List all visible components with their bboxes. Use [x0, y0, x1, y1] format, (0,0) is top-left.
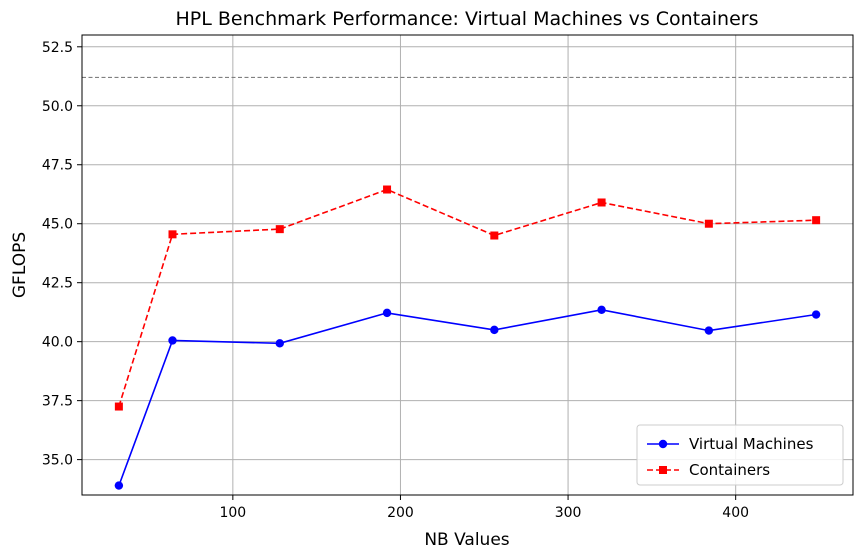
data-point-0	[168, 336, 177, 345]
data-point-1	[490, 231, 499, 240]
y-tick-label: 42.5	[42, 276, 73, 292]
data-point-0	[811, 310, 821, 319]
data-point-0	[704, 326, 714, 335]
data-point-1	[275, 225, 284, 234]
x-tick-label: 400	[722, 505, 749, 521]
legend: Virtual Machines Containers	[636, 424, 844, 486]
y-tick-label: 52.5	[42, 40, 73, 56]
series-line-0	[118, 308, 817, 486]
data-point-0	[597, 305, 606, 315]
y-tick-label: 37.5	[42, 394, 73, 410]
series-line-1	[118, 188, 817, 407]
data-point-0	[490, 325, 499, 335]
chart-title: HPL Benchmark Performance: Virtual Machi…	[176, 8, 759, 30]
legend-marker-1	[659, 466, 667, 474]
data-point-1	[168, 230, 177, 239]
data-point-1	[114, 402, 123, 411]
legend-label-1: Containers	[689, 461, 770, 479]
axis-ticks: 100 200 300 400 35.0 37.5 40.0 42.5 45.0 47.5 50.0…	[42, 40, 749, 521]
y-tick-label: 35.0	[42, 453, 73, 469]
data-point-0	[382, 308, 392, 318]
grid-lines	[82, 35, 853, 495]
y-tick-label: 40.0	[42, 335, 73, 351]
y-axis-label: GFLOPS	[10, 232, 30, 298]
legend-box	[636, 424, 844, 486]
x-tick-label: 100	[219, 505, 246, 521]
data-point-1	[704, 219, 713, 228]
y-tick-label: 50.0	[42, 99, 73, 115]
y-tick-label: 47.5	[42, 158, 73, 174]
plot-frame	[81, 34, 854, 496]
x-axis-label: NB Values	[424, 530, 509, 550]
data-point-1	[597, 198, 606, 207]
series-layer	[114, 185, 821, 490]
legend-label-0: Virtual Machines	[689, 435, 814, 453]
data-point-0	[114, 481, 124, 490]
x-tick-label: 200	[387, 505, 414, 521]
y-tick-label: 45.0	[42, 217, 73, 233]
data-point-0	[275, 339, 284, 348]
legend-marker-0	[658, 439, 668, 449]
data-point-1	[383, 185, 392, 194]
data-point-1	[812, 216, 821, 225]
x-tick-label: 300	[555, 505, 582, 521]
